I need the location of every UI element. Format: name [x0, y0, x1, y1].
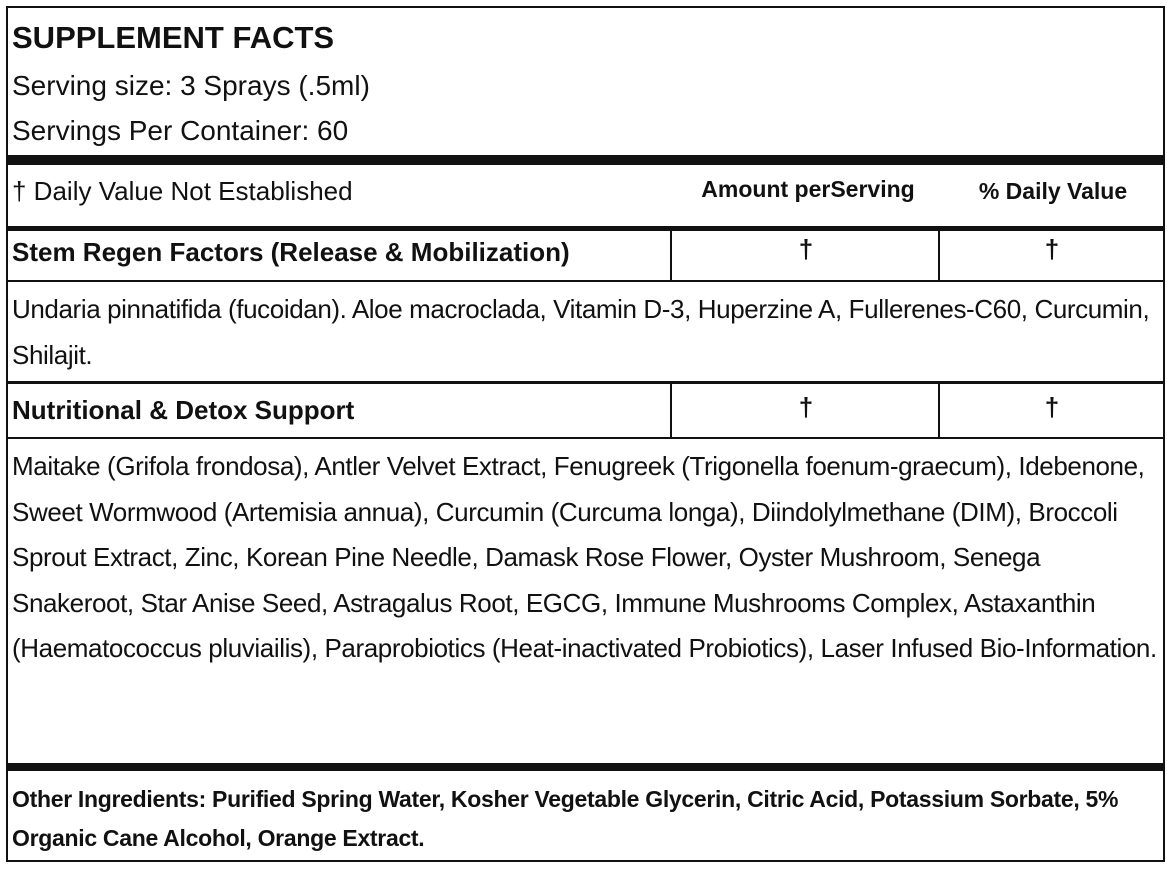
section-name: Stem Regen Factors (Release & Mobilizati… — [12, 237, 570, 267]
cell-border — [670, 231, 672, 281]
serving-size: Serving size: 3 Sprays (.5ml) — [12, 70, 370, 101]
cell-border — [938, 231, 940, 281]
cell-border — [938, 384, 940, 438]
servings-per-container: Servings Per Container: 60 — [12, 115, 349, 146]
section-amount: † — [798, 392, 814, 422]
section-dv: † — [1044, 392, 1060, 422]
section-dv: † — [1044, 234, 1060, 264]
dv-note: † Daily Value Not Established — [12, 176, 353, 206]
divider — [8, 226, 1163, 231]
amount-header: Amount perServing — [701, 176, 915, 202]
divider — [8, 280, 1163, 282]
ingredients: Maitake (Grifola frondosa), Antler Velve… — [12, 451, 1157, 663]
section-name: Nutritional & Detox Support — [12, 395, 355, 425]
dv-header: % Daily Value — [978, 178, 1128, 204]
cell-border — [670, 384, 672, 438]
other-ingredients: Other Ingredients: Purified Spring Water… — [12, 786, 1119, 851]
ingredients: Undaria pinnatifida (fucoidan). Aloe mac… — [12, 294, 1150, 370]
divider — [8, 763, 1163, 771]
divider — [8, 155, 1163, 165]
divider — [8, 437, 1163, 439]
title: SUPPLEMENT FACTS — [12, 20, 335, 55]
divider — [8, 381, 1163, 384]
label: SUPPLEMENT FACTS Serving size: 3 Sprays … — [6, 6, 1165, 862]
section-amount: † — [798, 234, 814, 264]
